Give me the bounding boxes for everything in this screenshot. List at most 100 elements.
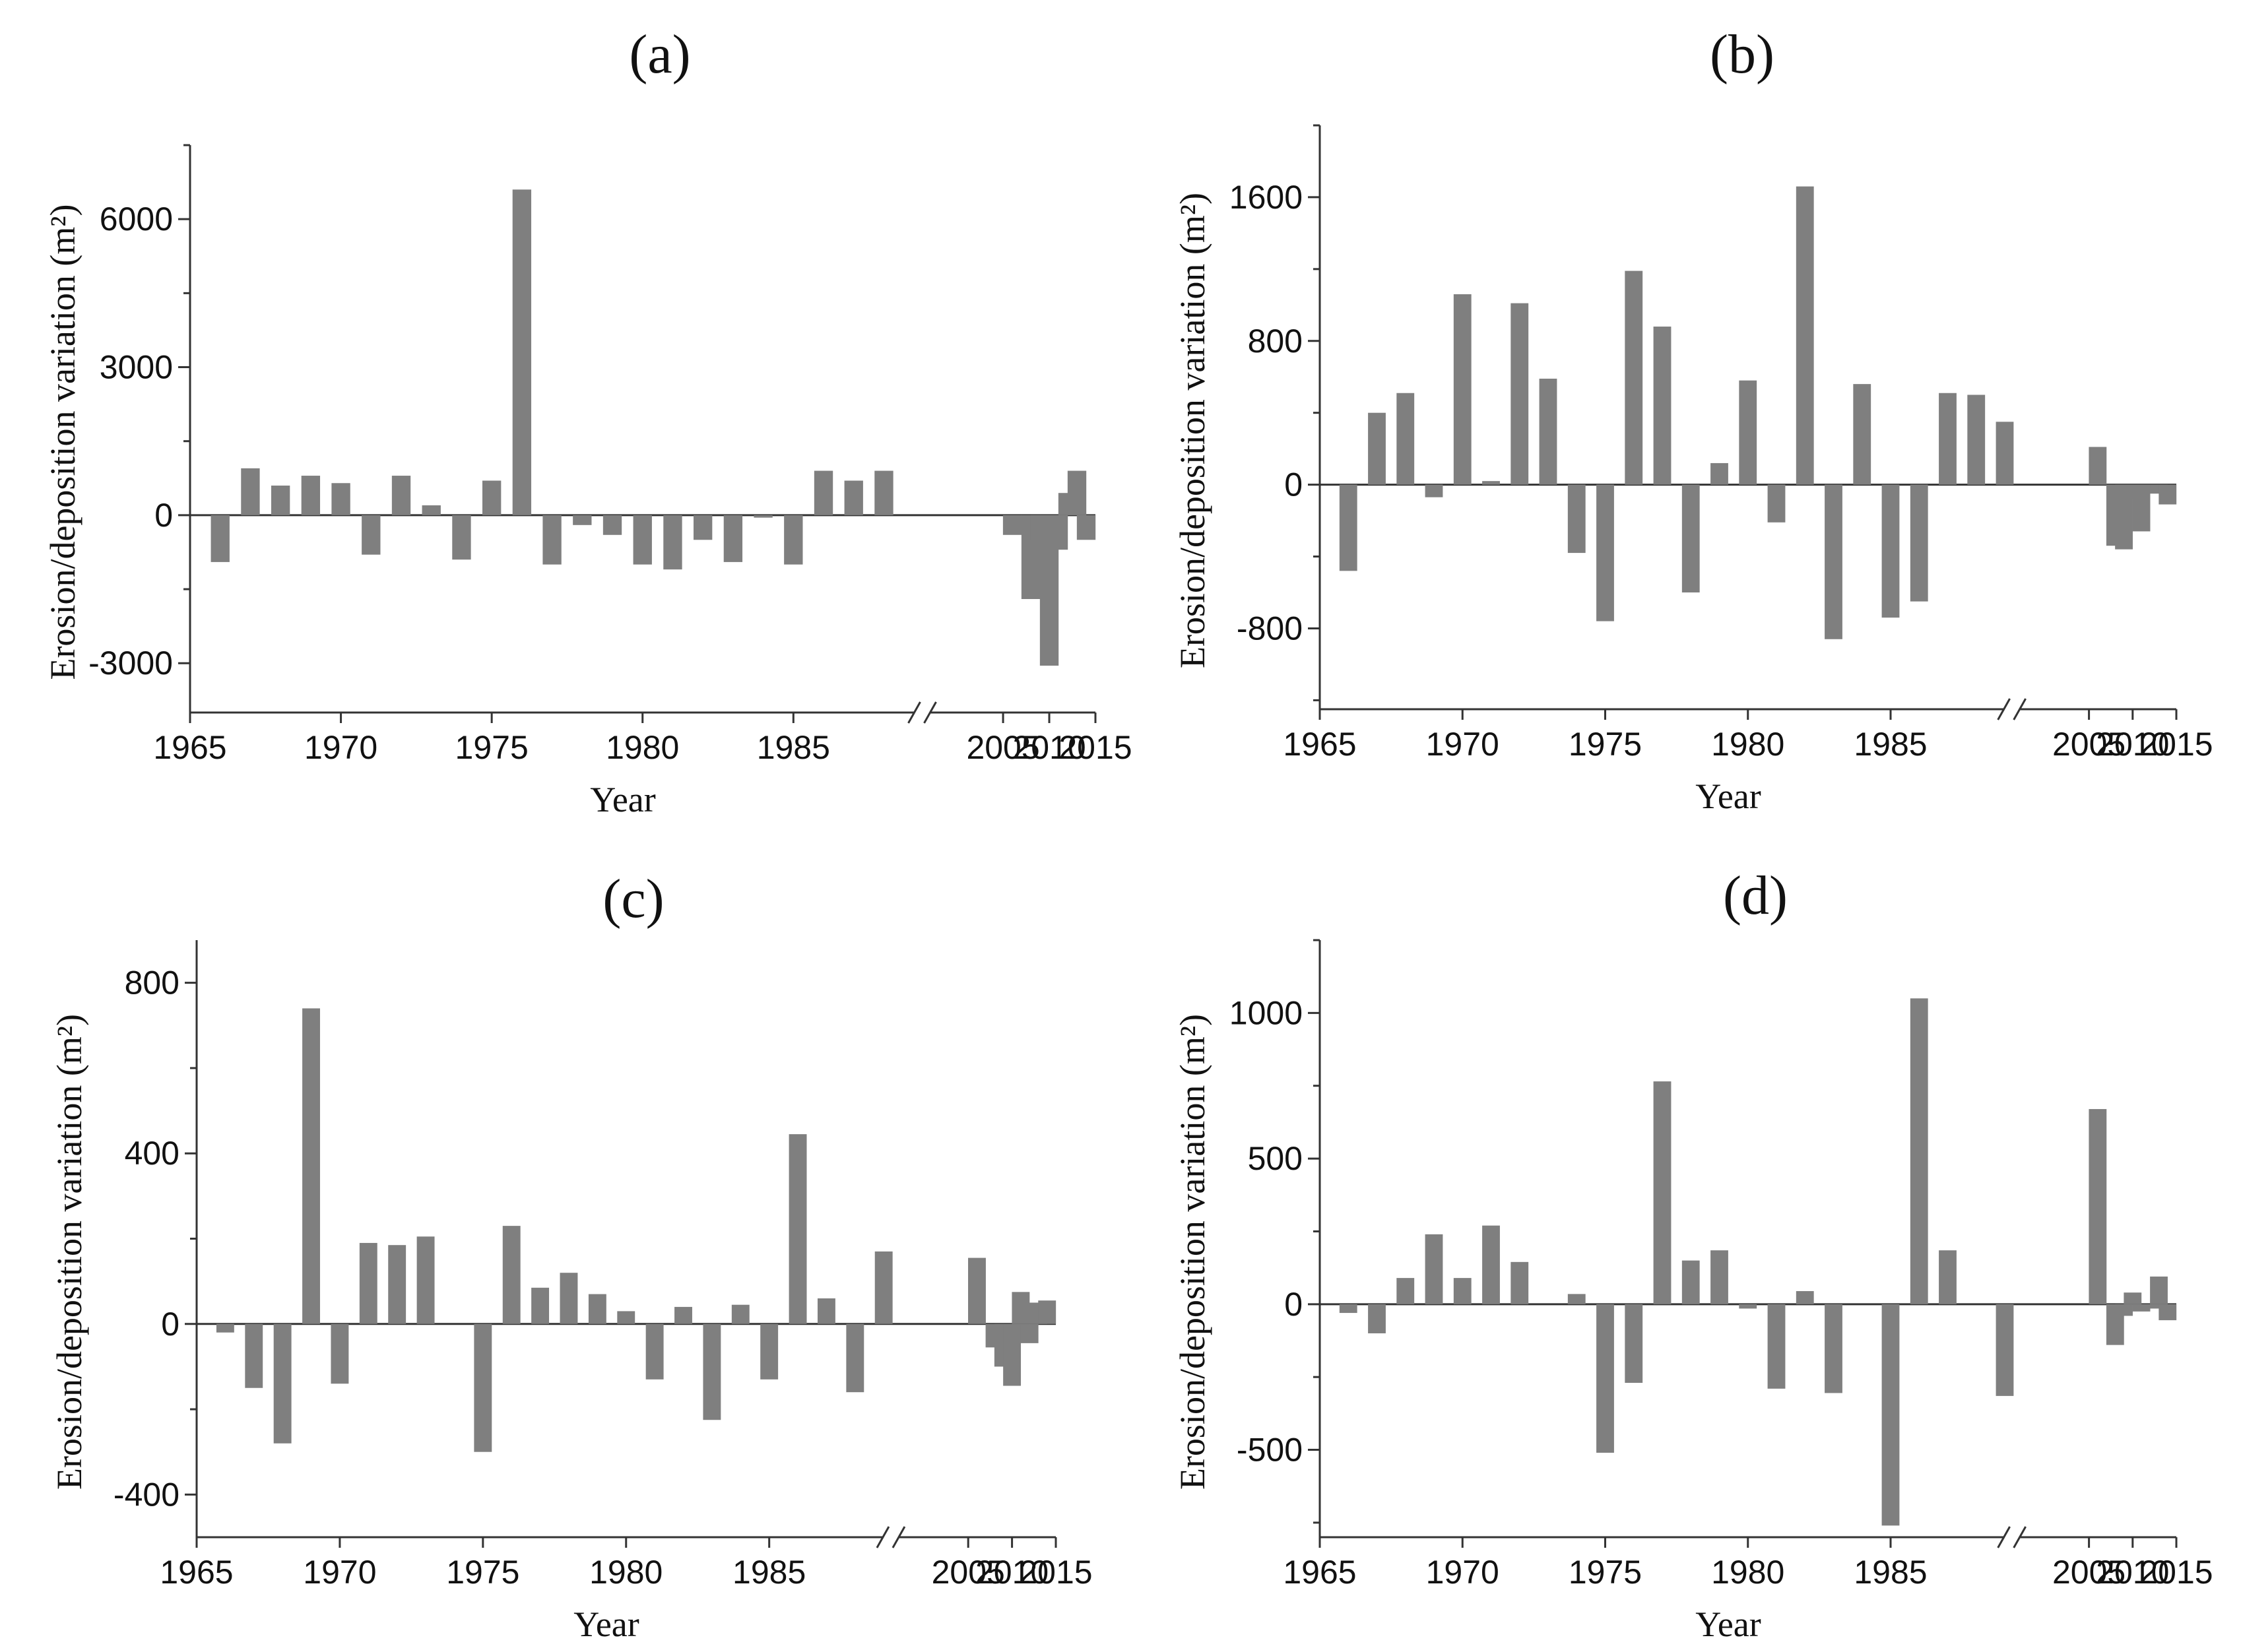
bar-1967	[245, 1323, 263, 1388]
x-tick-label: 1975	[1569, 1554, 1642, 1591]
y-tick-label: 3000	[100, 349, 173, 386]
x-tick-label: 2005	[2052, 726, 2126, 763]
bar-1983	[1825, 484, 1842, 639]
bar-1975	[1596, 484, 1614, 621]
y-tick-label: 0	[161, 1306, 179, 1343]
bar-1968	[1396, 1278, 1415, 1304]
bar-1986	[1910, 484, 1928, 602]
y-tick-label: -400	[114, 1476, 179, 1513]
y-axis-label: Erosion/deposition variation (m²)	[49, 1014, 89, 1490]
bar-1975	[474, 1323, 492, 1452]
bar-2014	[1076, 515, 1096, 540]
bar-1986	[814, 470, 833, 515]
bar-1972	[1510, 1261, 1529, 1304]
x-tick-label: 2010	[975, 1554, 1049, 1591]
bar-1978	[573, 515, 592, 525]
bar-1987	[1939, 1250, 1957, 1304]
x-tick-label: 2010	[2096, 1554, 2169, 1591]
bar-1967	[1368, 1304, 1386, 1333]
y-tick-label: 6000	[100, 201, 173, 238]
bar-2006	[2089, 447, 2107, 485]
bar-1980	[633, 515, 652, 565]
y-axis-label: Erosion/deposition variation (m²)	[1173, 1014, 1212, 1490]
x-tick-label: 1985	[1854, 1554, 1927, 1591]
bar-2012	[2141, 1304, 2159, 1309]
bar-1974	[452, 515, 471, 560]
bar-1971	[1482, 1225, 1500, 1304]
bar-1968	[273, 1323, 292, 1444]
bar-1982	[1796, 1290, 1814, 1304]
bar-2014	[1038, 1300, 1056, 1324]
x-tick-label: 2015	[2139, 726, 2213, 763]
x-tick-label: 2015	[1058, 729, 1132, 766]
bar-1966	[216, 1323, 234, 1333]
axis-break-mark	[876, 1526, 906, 1548]
panel-title: (c)	[602, 868, 664, 930]
bar-2013	[1067, 470, 1087, 515]
chart-panel-a: (a) -3000 0 3000 6000 1965 1970 1975 1980 1985 200…	[43, 24, 1132, 819]
bar-1989	[1996, 1304, 2014, 1396]
bar-1979	[588, 1294, 606, 1324]
bar-1980	[617, 1311, 635, 1324]
x-tick-label: 1975	[1569, 726, 1642, 763]
bar-1983	[703, 1323, 721, 1420]
bar-1970	[1453, 1278, 1472, 1304]
bar-1977	[1653, 326, 1672, 485]
y-axis-label: Erosion/deposition variation (m²)	[43, 204, 82, 680]
x-tick-label: 1965	[1283, 726, 1356, 763]
bar-2009	[2115, 1304, 2133, 1316]
bar-1969	[1425, 1234, 1443, 1304]
bar-2012	[1020, 1323, 1039, 1343]
bar-1969	[302, 1008, 320, 1324]
bar-1971	[362, 515, 381, 555]
bar-1978	[1681, 484, 1700, 592]
y-tick-label: -800	[1237, 610, 1303, 647]
bar-2006	[1002, 515, 1022, 535]
x-tick-label: 1965	[153, 729, 226, 766]
bar-1988	[1967, 395, 1986, 485]
x-tick-label: 2015	[2139, 1554, 2213, 1591]
bar-1973	[1539, 378, 1557, 485]
y-tick-label: 1000	[1229, 994, 1303, 1031]
bar-1986	[789, 1134, 807, 1324]
bar-1968	[1396, 393, 1415, 485]
x-tick-label: 2005	[932, 1554, 1005, 1591]
bar-2011	[1049, 515, 1068, 550]
bar-1976	[1625, 1304, 1643, 1383]
x-tick-label: 1965	[1283, 1554, 1356, 1591]
bar-2010	[1003, 1323, 1022, 1386]
y-tick-label: 0	[1284, 1286, 1303, 1323]
bar-1982	[674, 1306, 692, 1324]
bar-1977	[1653, 1081, 1672, 1304]
bar-1970	[331, 1323, 349, 1384]
x-tick-label: 2010	[2096, 726, 2169, 763]
bar-1985	[1881, 1304, 1900, 1526]
panel-title: (d)	[1723, 865, 1788, 926]
bar-1983	[1825, 1304, 1842, 1393]
bar-1969	[301, 476, 321, 515]
bar-2006	[968, 1257, 986, 1324]
bar-1974	[1567, 484, 1586, 554]
bar-1970	[331, 483, 350, 515]
y-axis-label: Erosion/deposition variation (m²)	[1173, 193, 1212, 668]
bar-1987	[1939, 393, 1957, 485]
y-tick-label: 800	[1248, 323, 1303, 360]
bar-1982	[1796, 186, 1814, 485]
bar-1989	[874, 1251, 893, 1324]
x-axis-label: Year	[590, 780, 656, 819]
bar-1987	[844, 480, 863, 515]
bar-1979	[1710, 462, 1728, 485]
x-tick-label: 1980	[606, 729, 679, 766]
bar-1967	[1368, 412, 1386, 485]
bar-1971	[1482, 481, 1500, 485]
bar-1978	[1681, 1260, 1700, 1304]
bar-2014	[2159, 1304, 2177, 1321]
y-tick-label: 0	[1284, 466, 1303, 503]
bar-1982	[693, 515, 713, 540]
bar-1981	[1767, 1304, 1786, 1389]
bar-1981	[645, 1323, 664, 1380]
bar-2010	[2124, 1292, 2142, 1304]
